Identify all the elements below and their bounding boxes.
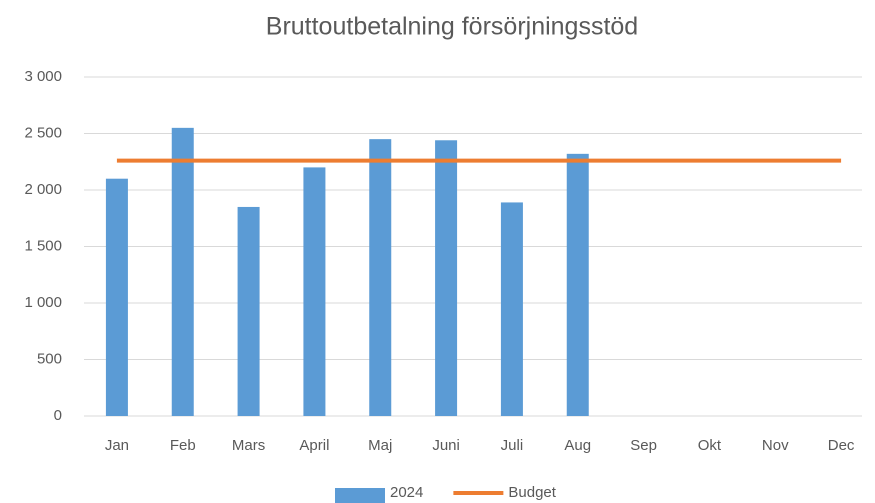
y-tick-label: 3 000 bbox=[24, 68, 62, 85]
legend-swatch bbox=[335, 488, 385, 503]
y-tick-label: 1 500 bbox=[24, 237, 62, 254]
y-tick-label: 500 bbox=[37, 350, 62, 367]
x-tick-label: Sep bbox=[630, 437, 657, 454]
bar bbox=[369, 139, 392, 416]
bar bbox=[237, 206, 260, 416]
bar bbox=[500, 202, 523, 416]
legend-label: Budget bbox=[508, 484, 556, 501]
y-tick-label: 0 bbox=[54, 407, 62, 424]
chart-title: Bruttoutbetalning försörjningsstöd bbox=[266, 13, 638, 41]
legend-label: 2024 bbox=[390, 484, 423, 501]
x-tick-label: Dec bbox=[828, 437, 855, 454]
x-tick-label: April bbox=[299, 437, 329, 454]
bar bbox=[303, 167, 326, 416]
bar bbox=[435, 140, 458, 416]
x-tick-label: Mars bbox=[232, 437, 265, 454]
y-tick-label: 1 000 bbox=[24, 294, 62, 311]
x-tick-label: Aug bbox=[564, 437, 591, 454]
x-tick-label: Juli bbox=[501, 437, 524, 454]
y-tick-label: 2 500 bbox=[24, 124, 62, 141]
bar bbox=[171, 127, 194, 416]
bar bbox=[105, 178, 128, 416]
x-tick-label: Jan bbox=[105, 437, 129, 454]
x-tick-label: Feb bbox=[170, 437, 196, 454]
x-tick-label: Okt bbox=[698, 437, 722, 454]
x-tick-label: Nov bbox=[762, 437, 789, 454]
x-tick-label: Juni bbox=[432, 437, 460, 454]
bar bbox=[566, 153, 589, 416]
y-tick-label: 2 000 bbox=[24, 181, 62, 198]
x-tick-label: Maj bbox=[368, 437, 392, 454]
